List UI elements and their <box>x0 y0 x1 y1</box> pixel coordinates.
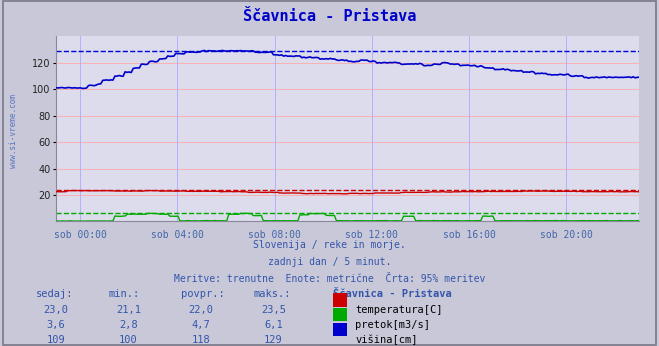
Text: sedaj:: sedaj: <box>36 289 74 299</box>
Text: 100: 100 <box>119 335 138 345</box>
Text: Meritve: trenutne  Enote: metrične  Črta: 95% meritev: Meritve: trenutne Enote: metrične Črta: … <box>174 274 485 284</box>
Text: 129: 129 <box>264 335 283 345</box>
Text: sob 12:00: sob 12:00 <box>345 230 398 240</box>
Text: pretok[m3/s]: pretok[m3/s] <box>355 320 430 330</box>
Text: Slovenija / reke in morje.: Slovenija / reke in morje. <box>253 240 406 251</box>
Text: 118: 118 <box>192 335 210 345</box>
Text: 23,5: 23,5 <box>261 305 286 315</box>
Text: min.:: min.: <box>109 289 140 299</box>
Text: 21,1: 21,1 <box>116 305 141 315</box>
Text: sob 04:00: sob 04:00 <box>151 230 204 240</box>
Text: 23,0: 23,0 <box>43 305 69 315</box>
Text: 6,1: 6,1 <box>264 320 283 330</box>
Text: 3,6: 3,6 <box>47 320 65 330</box>
Text: maks.:: maks.: <box>254 289 291 299</box>
Text: 4,7: 4,7 <box>192 320 210 330</box>
Text: www.si-vreme.com: www.si-vreme.com <box>9 94 18 169</box>
Text: zadnji dan / 5 minut.: zadnji dan / 5 minut. <box>268 257 391 267</box>
Text: sob 16:00: sob 16:00 <box>443 230 496 240</box>
Text: sob 00:00: sob 00:00 <box>54 230 107 240</box>
Text: sob 08:00: sob 08:00 <box>248 230 301 240</box>
Text: Ščavnica - Pristava: Ščavnica - Pristava <box>333 289 451 299</box>
Text: povpr.:: povpr.: <box>181 289 225 299</box>
Text: višina[cm]: višina[cm] <box>355 335 418 345</box>
Text: 2,8: 2,8 <box>119 320 138 330</box>
Text: 22,0: 22,0 <box>188 305 214 315</box>
Text: 109: 109 <box>47 335 65 345</box>
Text: sob 20:00: sob 20:00 <box>540 230 592 240</box>
Text: Ščavnica - Pristava: Ščavnica - Pristava <box>243 9 416 24</box>
Text: temperatura[C]: temperatura[C] <box>355 305 443 315</box>
